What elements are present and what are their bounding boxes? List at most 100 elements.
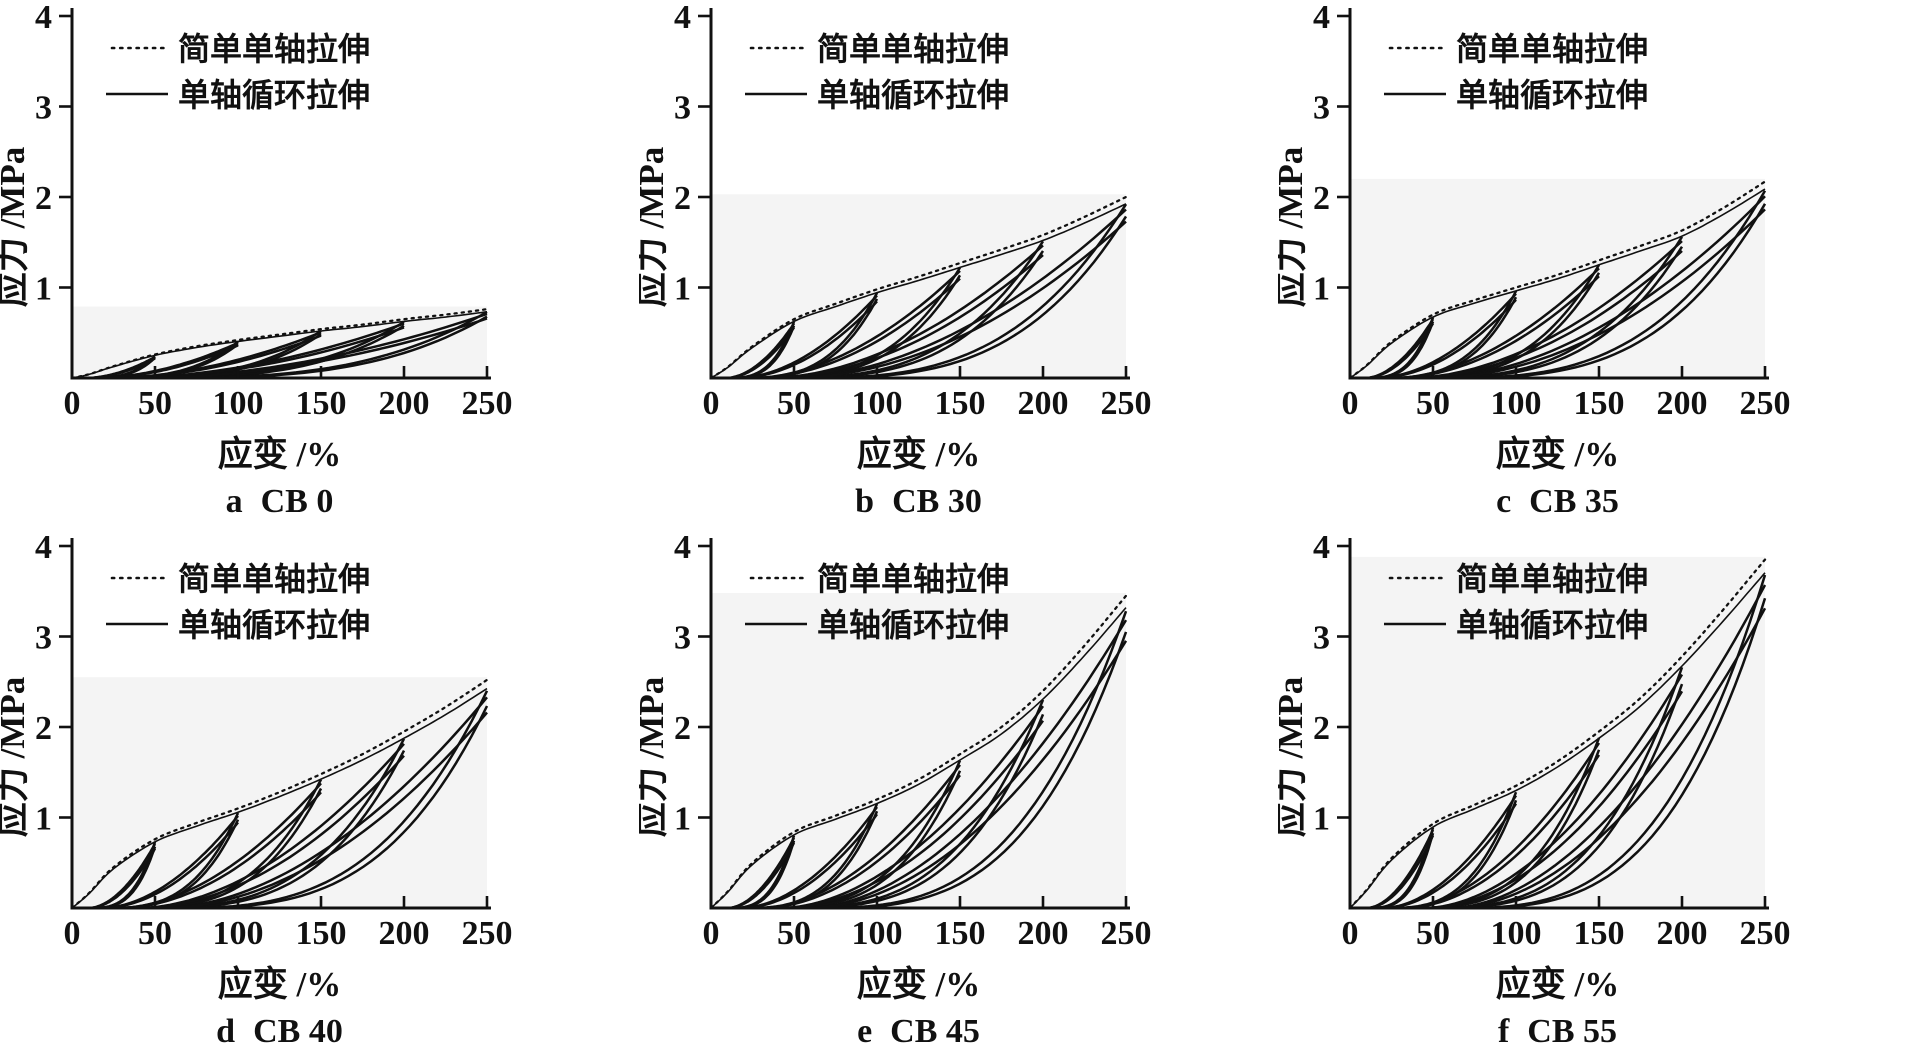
cycle-reload-200 bbox=[1424, 673, 1684, 910]
y-tick-label: 2 bbox=[1313, 180, 1330, 217]
legend-label: 简单单轴拉伸 bbox=[1456, 31, 1648, 67]
x-tick-label: 50 bbox=[1416, 915, 1450, 952]
x-axis-label: 应变 /% bbox=[1496, 434, 1619, 474]
cycle-reload-50 bbox=[727, 842, 796, 910]
y-tick-label: 1 bbox=[35, 801, 52, 838]
x-axis-label: 应变 /% bbox=[857, 434, 980, 474]
cycle-reload-100 bbox=[737, 300, 878, 380]
x-tick-label: 250 bbox=[462, 915, 513, 952]
subplot-f: 0 50 100 150 200 250 1 2 3 4 应变 /% 应力 /MPa f CB 55 简单单… bbox=[1278, 530, 1917, 1059]
subplot-c-canvas: 0 50 100 150 200 250 1 2 3 4 应变 /% 应力 /MPa c CB 35 简单单… bbox=[1278, 0, 1791, 520]
cycle-reload-250 bbox=[790, 208, 1127, 380]
subplot-b-canvas: 0 50 100 150 200 250 1 2 3 4 应变 /% 应力 /MPa b CB 30 简单单… bbox=[639, 0, 1152, 520]
cycle-reload-150 bbox=[1403, 742, 1601, 910]
x-tick-label: 0 bbox=[1342, 385, 1359, 422]
subplot-b: 0 50 100 150 200 250 1 2 3 4 应变 /% 应力 /MPa b CB 30 简单单… bbox=[639, 0, 1278, 530]
x-tick-label: 50 bbox=[777, 385, 811, 422]
subplot-caption: f CB 55 bbox=[1498, 1013, 1617, 1050]
cycle-reload-250 bbox=[1432, 208, 1766, 380]
y-tick-label: 4 bbox=[674, 0, 691, 36]
y-tick-label: 1 bbox=[1313, 271, 1330, 308]
y-tick-label: 4 bbox=[35, 530, 52, 566]
cycle-reload-250 bbox=[163, 696, 488, 910]
cycle-reload-250 bbox=[163, 711, 488, 910]
cycle-reload-200 bbox=[138, 742, 405, 910]
x-axis-label: 应变 /% bbox=[1496, 964, 1619, 1004]
y-tick-label: 1 bbox=[1313, 801, 1330, 838]
y-tick-label: 1 bbox=[674, 271, 691, 308]
x-tick-label: 0 bbox=[64, 915, 81, 952]
cycle-reload-200 bbox=[1424, 690, 1684, 910]
cycle-reload-250 bbox=[1432, 195, 1766, 380]
subplot-d: 0 50 100 150 200 250 1 2 3 4 应变 /% 应力 /MPa d CB 40 简单单… bbox=[0, 530, 639, 1059]
x-tick-label: 200 bbox=[1018, 385, 1069, 422]
x-tick-label: 200 bbox=[379, 915, 430, 952]
y-tick-label: 4 bbox=[35, 0, 52, 36]
x-axis-label: 应变 /% bbox=[857, 964, 980, 1004]
legend-label: 单轴循环拉伸 bbox=[817, 607, 1009, 643]
x-tick-label: 250 bbox=[1740, 915, 1791, 952]
series-simple-tension bbox=[709, 594, 1128, 910]
legend-label: 单轴循环拉伸 bbox=[178, 77, 370, 113]
y-tick-label: 4 bbox=[1313, 0, 1330, 36]
y-tick-label: 2 bbox=[1313, 710, 1330, 747]
x-tick-label: 100 bbox=[852, 915, 903, 952]
x-tick-label: 100 bbox=[852, 385, 903, 422]
legend-label: 简单单轴拉伸 bbox=[178, 561, 370, 597]
series-simple-tension bbox=[709, 195, 1128, 380]
y-tick-label: 3 bbox=[674, 620, 691, 657]
cycle-reload-250 bbox=[1449, 584, 1767, 910]
cycle-reload-200 bbox=[769, 254, 1044, 380]
subplot-e-canvas: 0 50 100 150 200 250 1 2 3 4 应变 /% 应力 /MPa e CB 45 简单单… bbox=[639, 530, 1152, 1050]
x-tick-label: 150 bbox=[296, 385, 347, 422]
cycle-reload-150 bbox=[752, 277, 961, 380]
x-axis-label: 应变 /% bbox=[218, 964, 341, 1004]
cycle-reload-200 bbox=[780, 719, 1045, 910]
y-axis-label: 应力 /MPa bbox=[1278, 677, 1310, 837]
cycle-reload-200 bbox=[1409, 249, 1683, 380]
cycle-reload-50 bbox=[1364, 322, 1435, 380]
y-tick-label: 2 bbox=[35, 180, 52, 217]
cycle-reload-250 bbox=[807, 640, 1128, 910]
x-tick-label: 50 bbox=[138, 915, 172, 952]
y-tick-label: 2 bbox=[35, 710, 52, 747]
series-cyclic-virgin-loading bbox=[1349, 572, 1766, 909]
y-tick-label: 3 bbox=[1313, 620, 1330, 657]
series-cyclic-virgin-loading bbox=[71, 687, 488, 909]
x-tick-label: 250 bbox=[1101, 915, 1152, 952]
cycle-reload-50 bbox=[88, 847, 157, 910]
legend-label: 单轴循环拉伸 bbox=[178, 607, 370, 643]
y-tick-label: 2 bbox=[674, 710, 691, 747]
cycle-reload-250 bbox=[138, 317, 488, 380]
cycle-reload-150 bbox=[1403, 754, 1601, 910]
series-cyclic-virgin-loading bbox=[1349, 188, 1766, 379]
subplot-caption: c CB 35 bbox=[1496, 483, 1619, 520]
subplot-caption: a CB 0 bbox=[226, 483, 334, 520]
x-tick-label: 150 bbox=[935, 385, 986, 422]
cycle-reload-100 bbox=[1376, 298, 1517, 380]
y-tick-label: 4 bbox=[1313, 530, 1330, 566]
y-tick-label: 1 bbox=[674, 801, 691, 838]
series-cyclic-virgin-loading bbox=[71, 311, 488, 379]
cycle-reload-150 bbox=[1393, 275, 1600, 380]
x-tick-label: 0 bbox=[1342, 915, 1359, 952]
y-axis-label: 应力 /MPa bbox=[0, 677, 32, 837]
x-tick-label: 150 bbox=[296, 915, 347, 952]
cycle-reload-200 bbox=[780, 705, 1045, 910]
legend-label: 简单单轴拉伸 bbox=[1456, 561, 1648, 597]
x-tick-label: 100 bbox=[213, 385, 264, 422]
x-tick-label: 200 bbox=[1018, 915, 1069, 952]
legend-label: 单轴循环拉伸 bbox=[817, 77, 1009, 113]
legend-label: 简单单轴拉伸 bbox=[178, 31, 370, 67]
subplot-d-canvas: 0 50 100 150 200 250 1 2 3 4 应变 /% 应力 /MPa d CB 40 简单单… bbox=[0, 530, 513, 1050]
x-tick-label: 250 bbox=[462, 385, 513, 422]
cycle-reload-250 bbox=[790, 220, 1127, 380]
y-tick-label: 3 bbox=[35, 90, 52, 127]
series-cyclic-virgin-loading bbox=[710, 607, 1127, 909]
y-axis-label: 应力 /MPa bbox=[639, 677, 671, 837]
y-tick-label: 4 bbox=[674, 530, 691, 566]
cycle-reload-250 bbox=[1449, 607, 1767, 910]
x-tick-label: 50 bbox=[1416, 385, 1450, 422]
x-tick-label: 200 bbox=[1657, 915, 1708, 952]
scan-artifact-band bbox=[72, 677, 487, 908]
